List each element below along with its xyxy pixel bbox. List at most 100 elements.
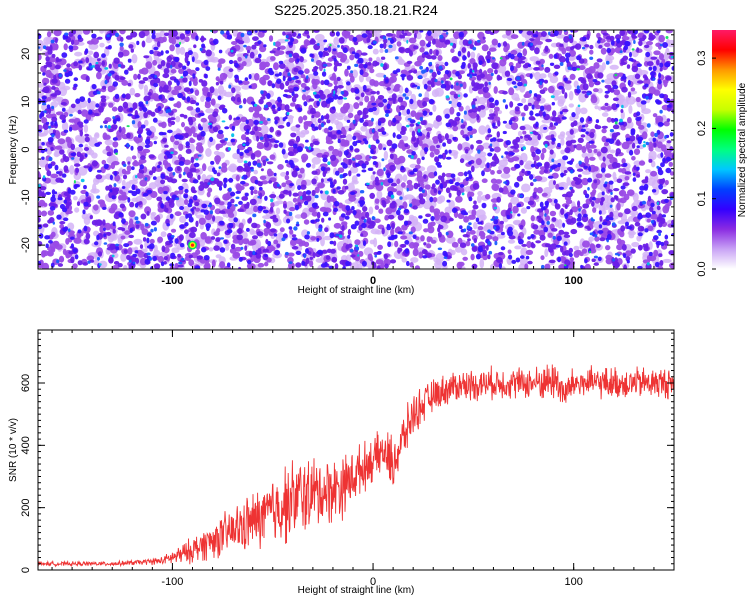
heatmap-blob — [282, 93, 288, 98]
heatmap-blob — [535, 148, 542, 155]
heatmap-blob — [399, 34, 404, 39]
heatmap-blob — [616, 162, 621, 168]
heatmap-blob — [507, 249, 512, 255]
heatmap-blob — [669, 264, 674, 269]
heatmap-blob — [270, 228, 277, 233]
heatmap-blob — [98, 260, 108, 269]
heatmap-blob — [84, 133, 89, 137]
heatmap-blob — [132, 253, 138, 258]
heatmap-blob — [185, 141, 190, 147]
heatmap-blob — [496, 257, 503, 263]
heatmap-blob — [84, 136, 90, 143]
heatmap-blob — [562, 155, 569, 161]
heatmap-blob — [591, 182, 598, 190]
heatmap-blob — [282, 31, 286, 36]
heatmap-blob — [203, 263, 211, 269]
heatmap-blob — [655, 115, 664, 123]
heatmap-blob — [398, 112, 402, 116]
heatmap-blob — [511, 81, 517, 85]
heatmap-blob — [435, 115, 442, 122]
heatmap-blob — [656, 216, 663, 222]
heatmap-blob — [67, 187, 72, 194]
heatmap-blob — [494, 69, 498, 75]
heatmap-blob — [61, 121, 69, 132]
heatmap-blob — [581, 208, 587, 216]
heatmap-blob — [260, 124, 269, 135]
heatmap-blob — [406, 60, 413, 65]
heatmap-blob — [301, 94, 307, 101]
heatmap-blob — [487, 128, 492, 134]
heatmap-blob — [355, 96, 360, 100]
heatmap-blob — [372, 161, 377, 166]
heatmap-blob — [311, 202, 318, 208]
heatmap-blob — [271, 104, 276, 109]
heatmap-blob — [638, 124, 645, 130]
heatmap-blob — [558, 186, 564, 190]
heatmap-blob — [442, 260, 448, 267]
heatmap-blob — [76, 151, 82, 158]
heatmap-blob — [644, 83, 649, 88]
heatmap-blob — [587, 151, 594, 158]
heatmap-blob — [663, 79, 668, 88]
heatmap-blob — [628, 233, 635, 239]
heatmap-blob — [257, 40, 262, 45]
heatmap-blob — [563, 77, 568, 82]
heatmap-blob — [49, 175, 59, 185]
heatmap-blob — [659, 53, 664, 61]
heatmap-blob — [404, 47, 411, 54]
heatmap-blob — [299, 167, 305, 174]
heatmap-blob — [479, 68, 483, 74]
heatmap-blob — [412, 248, 419, 257]
heatmap-blob — [591, 201, 595, 207]
heatmap-blob — [235, 174, 240, 182]
heatmap-blob — [229, 248, 237, 254]
heatmap-blob — [522, 48, 528, 57]
heatmap-blob — [297, 191, 304, 198]
heatmap-blob — [311, 170, 318, 175]
heatmap-blob — [605, 245, 611, 251]
heatmap-blob — [266, 168, 273, 177]
heatmap-blob — [636, 145, 640, 149]
heatmap-blob — [332, 48, 337, 52]
heatmap-blob — [510, 49, 518, 56]
heatmap-blob — [403, 208, 410, 214]
heatmap-blob — [467, 51, 471, 58]
heatmap-blob — [88, 50, 94, 56]
heatmap-blob — [260, 155, 268, 163]
heatmap-blob — [226, 229, 233, 234]
heatmap-blob — [583, 213, 588, 218]
heatmap-blob — [138, 69, 144, 74]
heatmap-blob — [416, 137, 420, 145]
heatmap-blob — [385, 33, 393, 37]
heatmap-blob — [632, 192, 639, 202]
heatmap-blob — [323, 39, 328, 43]
heatmap-blob — [344, 185, 349, 190]
heatmap-blob — [643, 30, 650, 34]
heatmap-blob — [360, 92, 365, 98]
heatmap-blob — [244, 165, 249, 172]
heatmap-blob — [208, 247, 214, 252]
heatmap-blob — [320, 178, 324, 183]
heatmap-blob — [416, 170, 423, 179]
heatmap-blob — [361, 260, 367, 267]
heatmap-blob — [269, 215, 277, 220]
heatmap-blob — [433, 188, 438, 194]
heatmap-blob — [413, 45, 419, 50]
heatmap-blob — [121, 179, 126, 187]
heatmap-blob — [193, 44, 197, 49]
heatmap-blob — [143, 84, 149, 92]
heatmap-blob — [252, 112, 260, 118]
heatmap-blob — [478, 38, 486, 44]
heatmap-blob — [51, 85, 56, 90]
heatmap-blob — [490, 138, 493, 142]
heatmap-blob — [593, 179, 598, 184]
heatmap-blob — [592, 207, 597, 213]
heatmap-blob — [498, 187, 504, 193]
heatmap-blob — [228, 114, 233, 121]
heatmap-blob — [650, 71, 656, 77]
heatmap-blob — [391, 143, 398, 149]
heatmap-blob — [38, 132, 45, 137]
heatmap-blob — [70, 103, 76, 109]
heatmap-blob — [410, 257, 419, 263]
heatmap-blob — [385, 78, 389, 83]
